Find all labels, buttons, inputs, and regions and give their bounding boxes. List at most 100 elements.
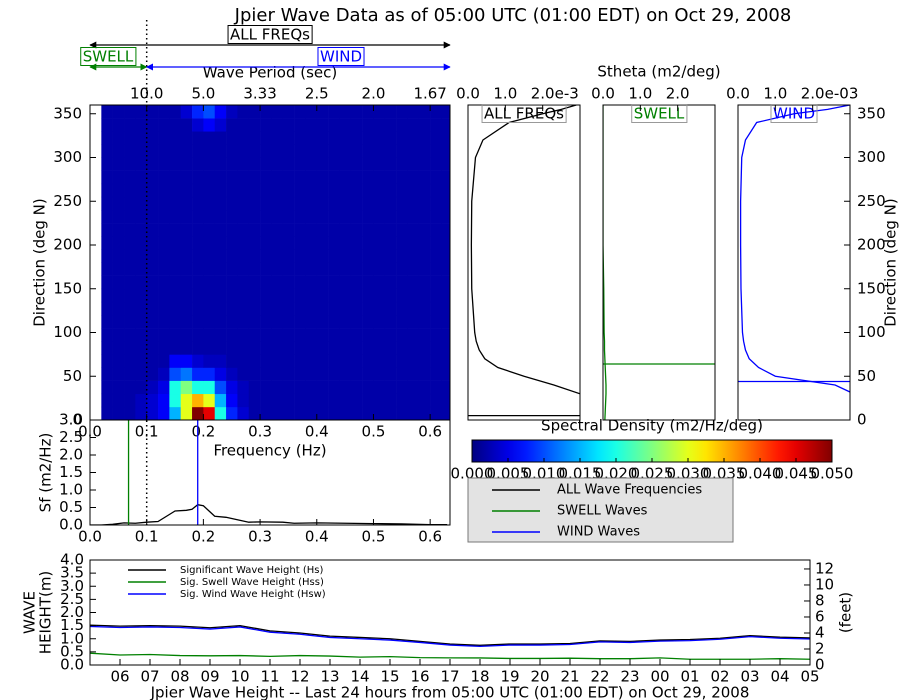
heatmap-cell (328, 354, 340, 368)
heatmap-cell (362, 354, 374, 368)
heatmap-cell (384, 170, 397, 185)
heatmap-cell (135, 223, 147, 237)
heatmap-cell (135, 380, 147, 395)
heatmap-cell (112, 341, 125, 355)
heatmap-cell (328, 236, 340, 250)
heatmap-cell (407, 288, 420, 303)
heatmap-cell (124, 354, 136, 368)
heatmap-cell (214, 380, 227, 395)
heatmap-cell (305, 341, 318, 355)
legend-label: Sig. Wind Wave Height (Hsw) (180, 589, 326, 600)
heatmap-cell (328, 183, 340, 198)
heatmap-cell (237, 393, 250, 408)
heatmap-cell (339, 315, 352, 329)
y-tick-label: 200 (857, 236, 886, 254)
panel-label-box (770, 104, 818, 123)
heatmap-cell (316, 328, 329, 342)
heatmap-cell (282, 131, 295, 145)
heatmap-cell (418, 315, 431, 329)
heatmap-cell (384, 275, 397, 290)
heatmap-cell (271, 157, 284, 171)
heatmap-cell (169, 393, 182, 408)
heatmap-cell (396, 196, 408, 211)
heatmap-cell (146, 170, 159, 185)
heatmap-cell (192, 105, 204, 119)
heatmap-cell (294, 380, 306, 395)
y2-tick-label: 8 (815, 591, 825, 609)
x-tick-label: 0.1 (135, 423, 159, 441)
heatmap-cell (441, 131, 450, 145)
heatmap-cell (328, 144, 340, 158)
heatmap-cell (282, 196, 295, 211)
heatmap-cell (282, 118, 295, 132)
heatmap-cell (271, 196, 284, 211)
heatmap-cell (441, 210, 450, 224)
heatmap-cell (237, 301, 250, 316)
heatmap-cell (146, 406, 159, 420)
heatmap-cell (203, 236, 216, 250)
heatmap-cell (135, 210, 147, 224)
heatmap-cell (180, 183, 193, 198)
heatmap-cell (350, 183, 363, 198)
heatmap-cell (158, 328, 170, 342)
heatmap-cell (418, 262, 431, 276)
heatmap-cell (214, 288, 227, 303)
heatmap-cell (124, 249, 136, 263)
x-tick-label: 0.6 (418, 528, 442, 546)
heatmap-cell (418, 210, 431, 224)
heatmap-cell (180, 393, 193, 408)
heatmap-cell (339, 275, 352, 290)
heatmap-cell (124, 393, 136, 408)
x-tick-label: 13 (320, 668, 339, 686)
heatmap-cell (384, 288, 397, 303)
heatmap-cell (226, 223, 238, 237)
heatmap-cell (373, 183, 386, 198)
heatmap-cell (101, 105, 113, 119)
heatmap-cell (339, 157, 352, 171)
heatmap-cell (316, 196, 329, 211)
figure-title: Jpier Wave Data as of 05:00 UTC (01:00 E… (234, 5, 792, 26)
heatmap-cell (237, 275, 250, 290)
heatmap-cell (135, 288, 147, 303)
heatmap-cell (260, 328, 272, 342)
heatmap-cell (305, 236, 318, 250)
heatmap-cell (124, 236, 136, 250)
x-tick-label: 02 (710, 668, 729, 686)
heatmap-cell (441, 144, 450, 158)
all-freq-label-box (227, 25, 313, 44)
top-x-tick-label: 2.5 (305, 85, 329, 103)
heatmap-cell (407, 144, 420, 158)
heatmap-cell (430, 288, 442, 303)
y2-tick-label: 6 (815, 607, 825, 625)
x-tick-label: 00 (650, 668, 669, 686)
heatmap-cell (112, 406, 125, 420)
x-tick-label: 19 (500, 668, 519, 686)
heatmap-cell (112, 328, 125, 342)
heatmap-cell (101, 118, 113, 132)
heatmap-cell (112, 288, 125, 303)
heatmap-cell (328, 315, 340, 329)
heatmap-cell (180, 223, 193, 237)
y-tick-label: 250 (857, 192, 886, 210)
heatmap-cell (180, 301, 193, 316)
heatmap-cell (350, 236, 363, 250)
heatmap-cell (328, 118, 340, 132)
heatmap-cell (294, 249, 306, 263)
y-tick-label: 200 (53, 236, 82, 254)
heatmap-cell (316, 275, 329, 290)
heatmap-cell (305, 393, 318, 408)
heatmap-cell (248, 406, 261, 420)
heatmap-cell (124, 105, 136, 119)
heatmap-cell (112, 262, 125, 276)
heatmap-cell (350, 223, 363, 237)
heatmap-cell (407, 170, 420, 185)
heatmap-cell (180, 406, 193, 420)
heatmap-cell (362, 288, 374, 303)
heatmap-cell (362, 262, 374, 276)
x-axis-label: Frequency (Hz) (213, 442, 326, 460)
profile-line (470, 105, 580, 395)
heatmap-cell (305, 105, 318, 119)
heatmap-cell (316, 144, 329, 158)
heatmap-cell (214, 354, 227, 368)
heatmap-cell (271, 144, 284, 158)
